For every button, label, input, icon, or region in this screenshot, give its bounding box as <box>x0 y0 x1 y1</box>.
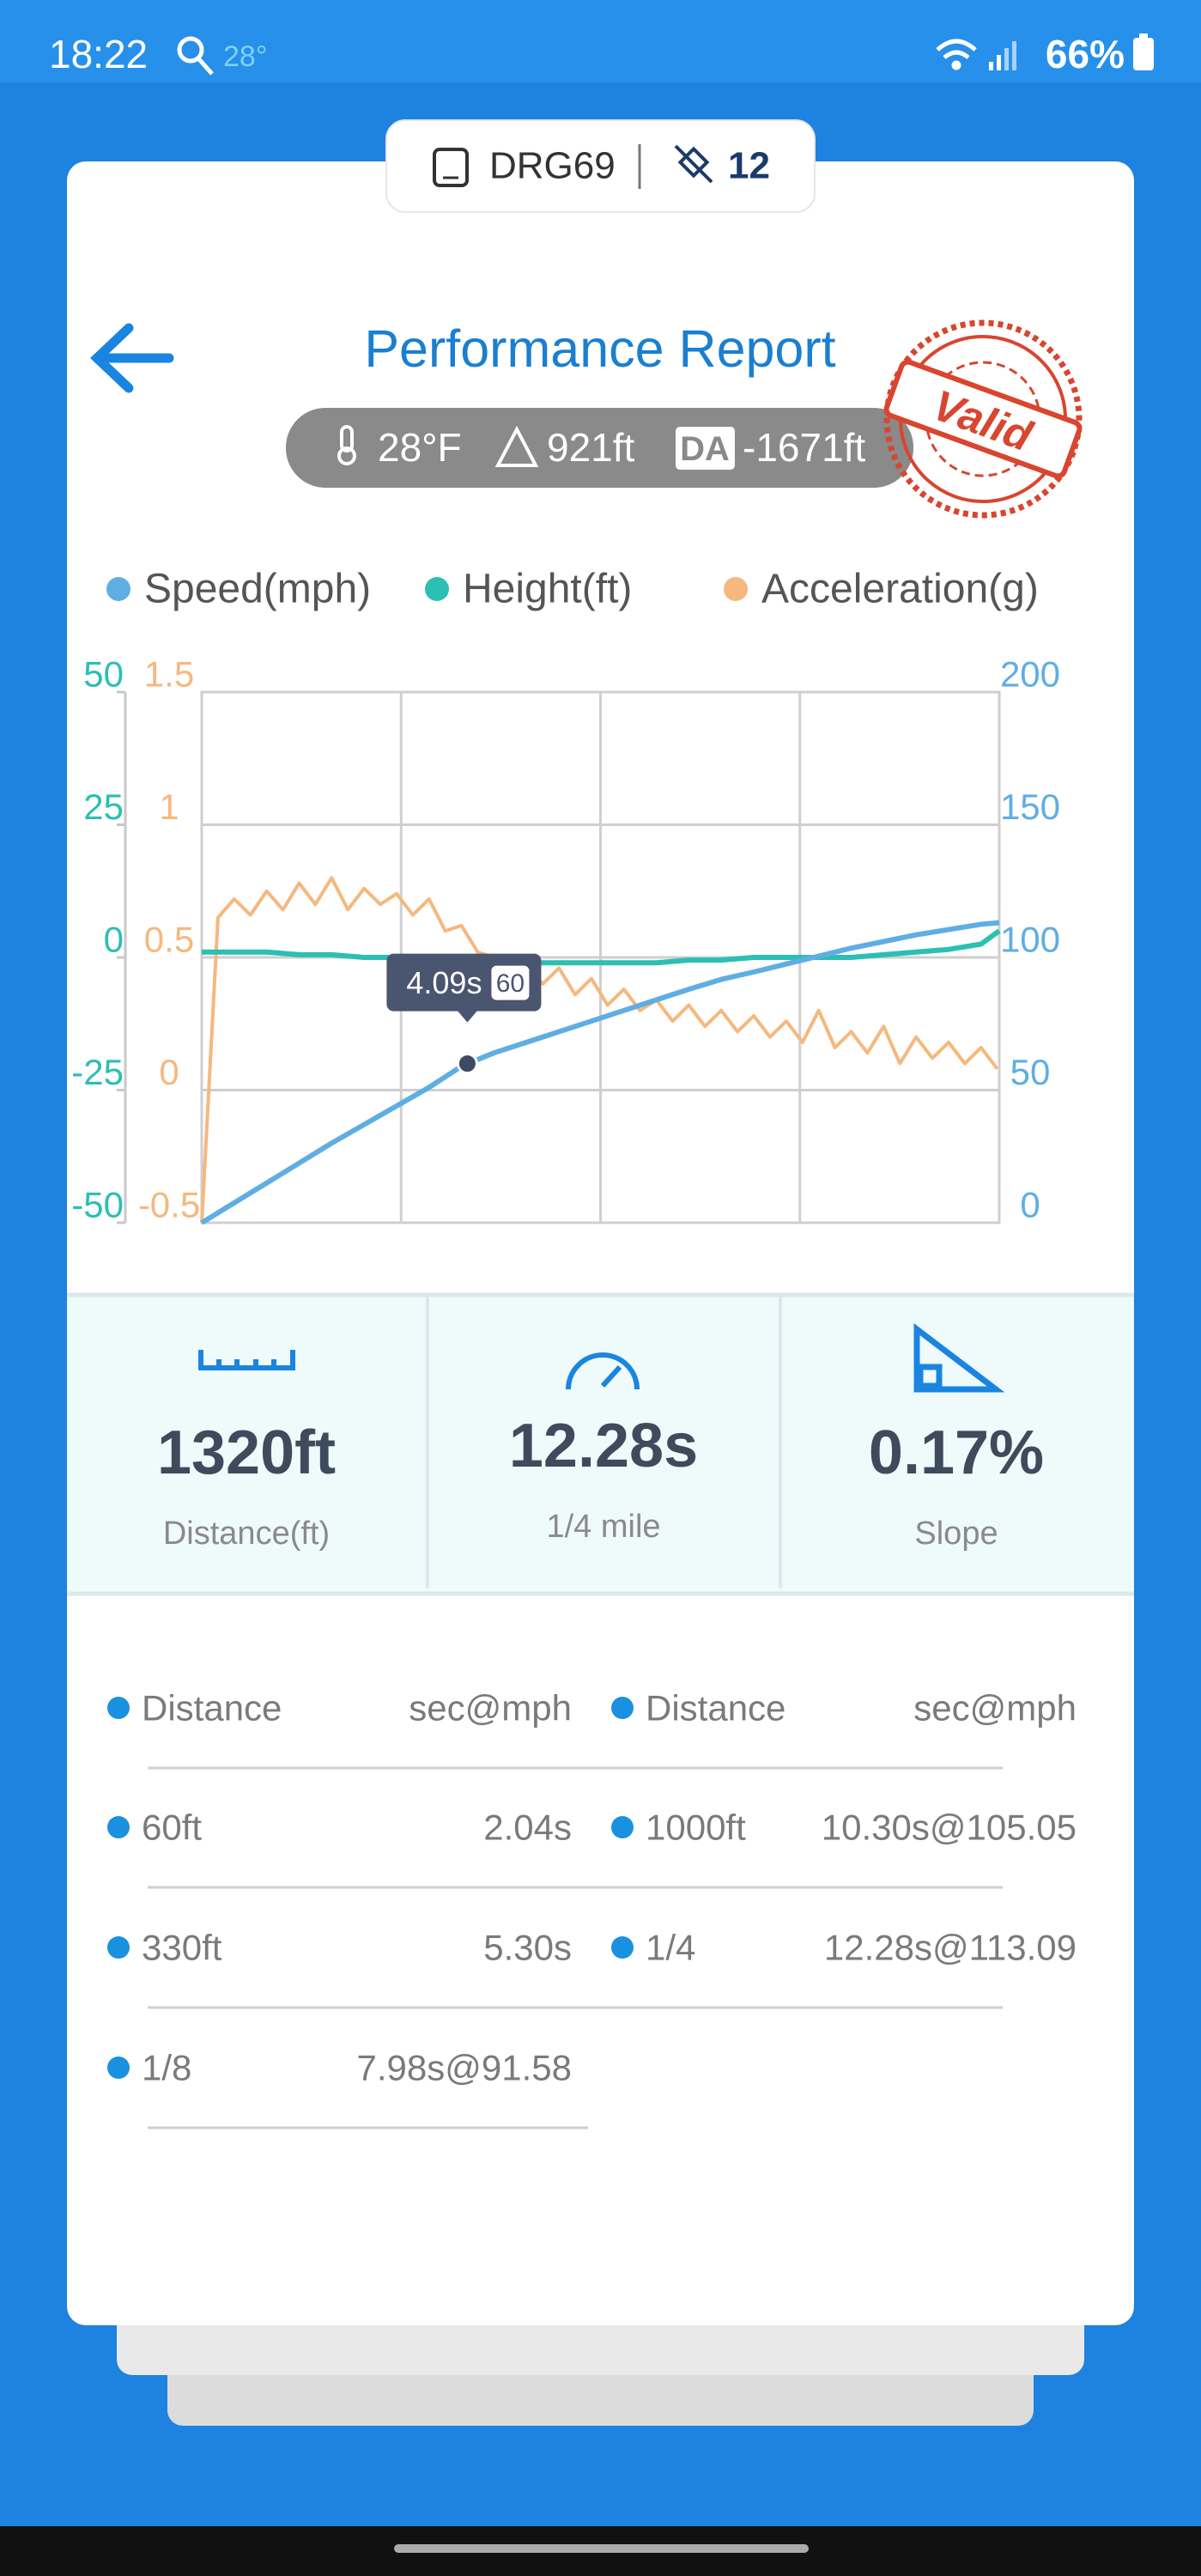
split-distance: 330ft <box>142 1928 222 1968</box>
split-distance: 60ft <box>142 1807 202 1848</box>
stat-label: 1/4 mile <box>546 1509 660 1545</box>
y3-tick-label: 0 <box>159 1052 179 1092</box>
satellite-icon <box>674 144 713 184</box>
thermometer-icon <box>337 425 356 465</box>
tooltip-pointer <box>457 1010 478 1023</box>
row-bullet <box>107 1697 130 1719</box>
row-bullet <box>611 1697 634 1719</box>
split-distance: 1/8 <box>142 2048 191 2088</box>
status-bar <box>0 0 1201 82</box>
tooltip-speed: 60 <box>496 969 525 998</box>
y-tick-label: 0 <box>104 920 124 960</box>
altitude: 921ft <box>547 425 635 470</box>
row-bullet <box>107 1936 130 1959</box>
legend-label: Height(ft) <box>463 567 632 612</box>
page-title: Performance Report <box>364 319 835 378</box>
tooltip-point[interactable] <box>456 1053 478 1075</box>
splits-table: Distance sec@mph 60ft 2.04s 330ft 5.30s 1/8 7.9… <box>107 1688 1077 2129</box>
y2-tick-label: 50 <box>1010 1052 1051 1092</box>
stats-panel <box>67 1293 1134 1595</box>
column-header: Distance <box>142 1688 282 1728</box>
legend-label: Acceleration(g) <box>761 567 1039 612</box>
gauge-icon <box>566 1352 640 1390</box>
column-header: Distance <box>646 1688 786 1728</box>
split-time: 2.04s <box>483 1807 572 1848</box>
split-distance: 1000ft <box>646 1807 746 1848</box>
device-pill[interactable] <box>385 119 816 213</box>
column-header: sec@mph <box>409 1688 572 1728</box>
device-name: DRG69 <box>489 145 616 187</box>
signal-icon <box>989 41 1016 70</box>
stat-value: 0.17% <box>869 1419 1044 1487</box>
search-icon <box>177 36 214 76</box>
y3-tick-label: 0.5 <box>144 920 194 960</box>
tooltip-badge <box>491 965 530 1000</box>
wifi-icon <box>936 39 977 70</box>
y-tick-label: -25 <box>71 1052 124 1092</box>
y3-tick-label: -0.5 <box>138 1185 200 1225</box>
y-tick-label: 50 <box>83 654 124 695</box>
tooltip-time: 4.09s <box>406 965 482 1000</box>
satellite-count: 12 <box>728 145 770 187</box>
stat-value: 12.28s <box>509 1412 698 1480</box>
y-tick-label: 25 <box>83 787 124 827</box>
legend-marker <box>106 577 130 601</box>
row-bullet <box>611 1936 634 1959</box>
series-line <box>200 876 999 1224</box>
column-header: sec@mph <box>913 1688 1077 1728</box>
split-time: 7.98s@91.58 <box>357 2048 572 2088</box>
ruler-icon <box>198 1350 295 1370</box>
series-line <box>202 928 1001 966</box>
da-badge <box>676 427 735 470</box>
conditions-pill <box>286 408 913 488</box>
report-card <box>67 161 1134 2325</box>
battery-level: 66% <box>1046 32 1125 76</box>
y-tick-label: -50 <box>71 1185 124 1225</box>
row-bullet <box>107 2057 130 2079</box>
legend-marker <box>425 577 449 601</box>
stat-label: Slope <box>914 1516 998 1552</box>
home-handle[interactable] <box>394 2544 809 2553</box>
legend-label: Speed(mph) <box>144 567 371 612</box>
y3-tick-label: 1.5 <box>144 654 194 695</box>
split-time: 5.30s <box>483 1928 572 1968</box>
split-time: 12.28s@113.09 <box>824 1928 1077 1968</box>
y2-tick-label: 150 <box>1000 787 1060 827</box>
chart: Speed(mph) Height(ft) Acceleration(g) -50 -2… <box>71 567 1060 1225</box>
y3-tick-label: 1 <box>159 787 179 827</box>
slope-icon <box>913 1322 1005 1393</box>
device-icon <box>433 148 469 187</box>
y2-tick-label: 100 <box>1000 920 1060 960</box>
stat-value: 1320ft <box>157 1419 336 1487</box>
stats: 1320ft Distance(ft) 12.28s 1/4 mile 0.17% Slo… <box>157 1412 1044 1552</box>
row-bullet <box>611 1816 634 1838</box>
stat-label: Distance(ft) <box>163 1516 330 1552</box>
altitude-icon <box>494 425 539 467</box>
density-altitude: -1671ft <box>743 425 865 470</box>
clock: 18:22 <box>49 32 148 76</box>
split-distance: 1/4 <box>646 1928 695 1968</box>
da-label: DA <box>680 430 730 468</box>
split-time: 10.30s@105.05 <box>822 1807 1077 1848</box>
row-bullet <box>107 1816 130 1838</box>
y2-tick-label: 200 <box>1000 654 1060 695</box>
legend-marker <box>724 577 748 601</box>
series-line <box>200 920 1000 1225</box>
temperature: 28°F <box>378 425 462 470</box>
battery-icon <box>1133 33 1154 70</box>
y2-tick-label: 0 <box>1020 1185 1040 1225</box>
weather-temp: 28° <box>223 40 267 73</box>
back-button[interactable] <box>89 323 174 393</box>
